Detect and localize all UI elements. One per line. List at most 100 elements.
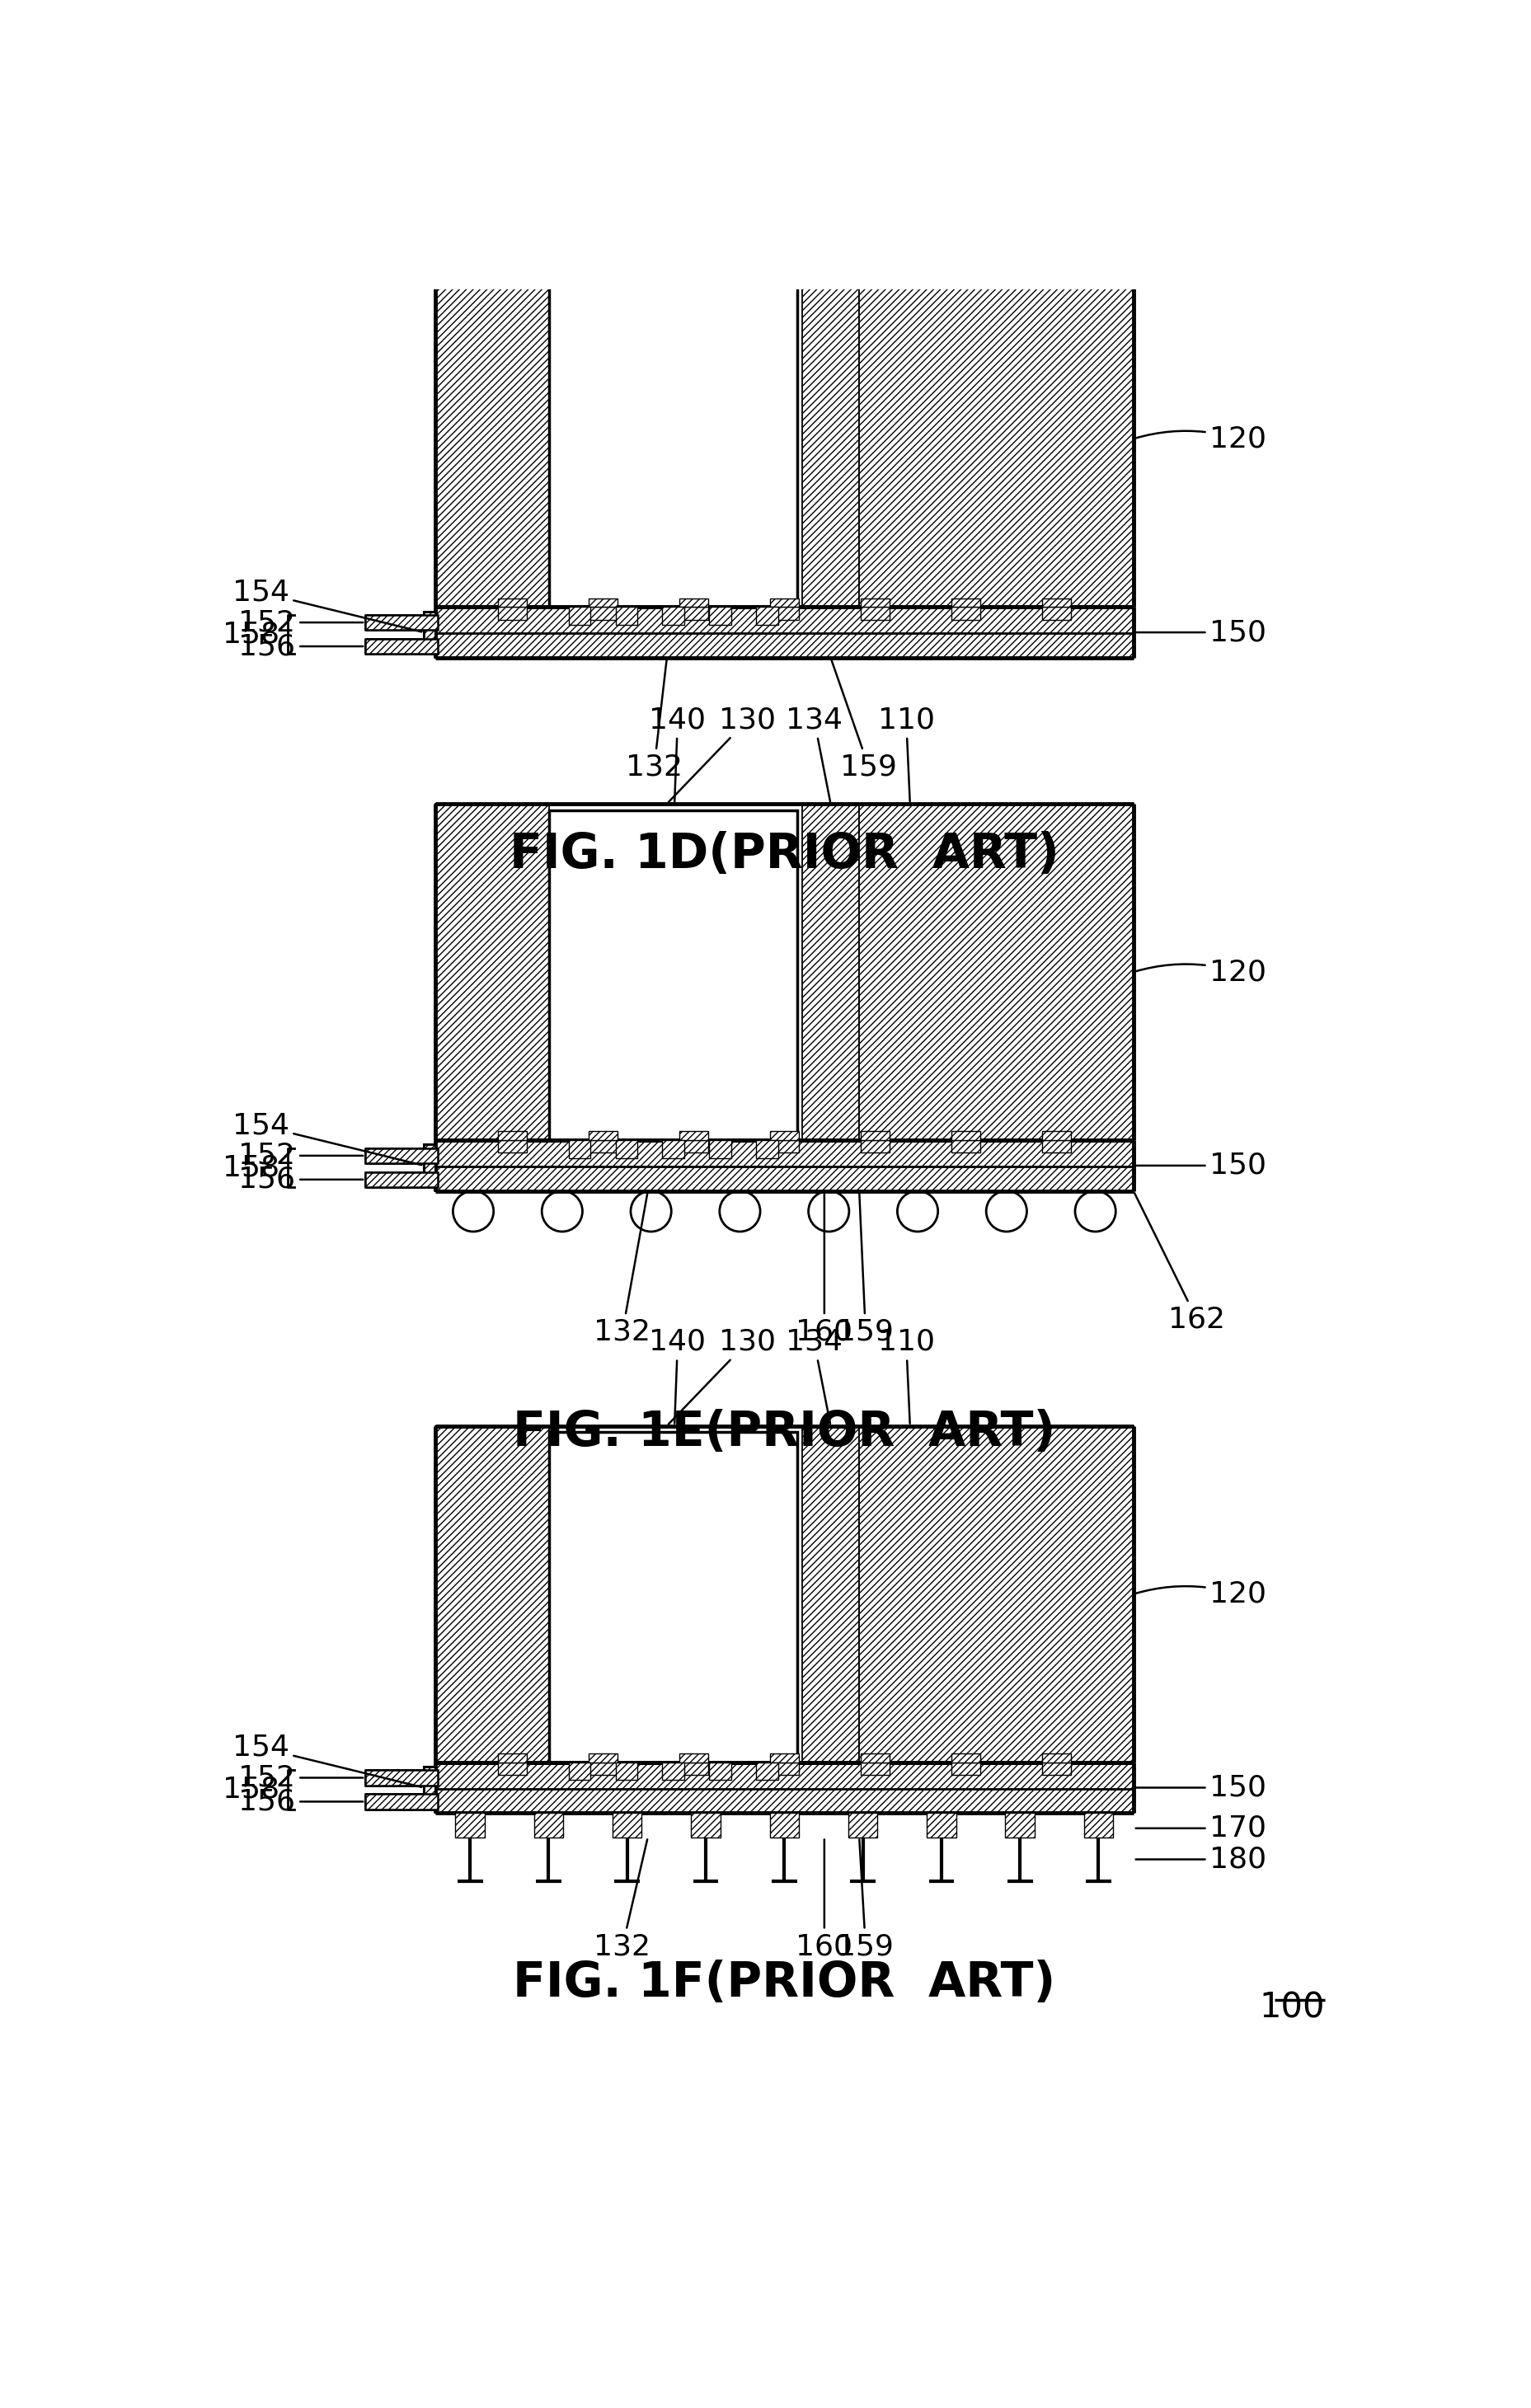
Bar (951, 1763, 980, 1775)
Text: 154: 154 (233, 1734, 421, 1787)
Bar (770, 597, 799, 607)
Bar (680, 607, 709, 619)
Text: 154: 154 (233, 1112, 421, 1165)
Text: 152: 152 (239, 1763, 363, 1792)
Bar (859, 804, 1133, 1139)
Bar (1041, 1763, 1072, 1775)
Bar (366, 1149, 438, 1163)
Bar (859, 270, 1133, 607)
Bar (1006, 1813, 1035, 1837)
Text: 120: 120 (1136, 958, 1266, 985)
Text: 132: 132 (594, 1194, 651, 1346)
Bar (770, 1753, 799, 1763)
Bar (860, 1753, 890, 1763)
Bar (663, 1139, 684, 1158)
Bar (424, 612, 435, 653)
Bar (615, 607, 637, 624)
Bar (1041, 597, 1072, 607)
Bar (663, 607, 684, 624)
Bar (951, 607, 980, 619)
Bar (663, 1763, 684, 1780)
Bar (550, 277, 798, 607)
Text: 140: 140 (649, 706, 706, 802)
Bar (615, 1139, 637, 1158)
Bar (1041, 1753, 1072, 1763)
Bar (951, 1753, 980, 1763)
Text: 132: 132 (594, 1840, 651, 1960)
Text: 150: 150 (1136, 1775, 1266, 1801)
Bar (860, 1763, 890, 1775)
Bar (498, 1763, 527, 1775)
Text: 110: 110 (877, 1327, 934, 1423)
Text: FIG. 1F(PRIOR  ART): FIG. 1F(PRIOR ART) (513, 1960, 1056, 2006)
Text: 134: 134 (785, 706, 842, 802)
Text: 162: 162 (1134, 1192, 1225, 1334)
Text: 160: 160 (796, 1840, 853, 1960)
Bar (534, 1813, 563, 1837)
Bar (1041, 1139, 1072, 1153)
Text: 156: 156 (239, 1787, 363, 1816)
Bar (770, 1763, 799, 1775)
Bar (424, 1767, 435, 1808)
Bar (802, 1426, 859, 1763)
Bar (690, 1813, 721, 1837)
Bar (366, 638, 438, 655)
Bar (802, 804, 859, 1139)
Text: 158: 158 (222, 621, 280, 648)
Text: 150: 150 (1136, 1151, 1266, 1180)
Bar (366, 1770, 438, 1784)
Bar (860, 1132, 890, 1139)
Text: 160: 160 (796, 1194, 853, 1346)
Bar (859, 1426, 1133, 1763)
Text: 158: 158 (222, 1153, 280, 1182)
Bar (588, 1753, 617, 1763)
Bar (588, 607, 617, 619)
Bar (680, 1132, 709, 1139)
Text: 120: 120 (1136, 424, 1266, 453)
Text: 140: 140 (649, 1327, 706, 1423)
Text: 150: 150 (1136, 619, 1266, 645)
Bar (709, 607, 730, 624)
Bar (770, 1139, 799, 1153)
Bar (498, 1132, 527, 1139)
Bar (612, 1813, 641, 1837)
Bar (802, 270, 859, 607)
Text: 152: 152 (239, 609, 363, 636)
Bar (588, 1139, 617, 1153)
Bar (709, 1763, 730, 1780)
Bar (435, 1426, 550, 1763)
Text: 159: 159 (831, 660, 897, 780)
Bar (951, 1139, 980, 1153)
Bar (456, 1813, 485, 1837)
Bar (756, 1763, 778, 1780)
Bar (568, 1763, 589, 1780)
Text: 156: 156 (239, 1165, 363, 1194)
Bar (680, 1753, 709, 1763)
Text: 180: 180 (1136, 1845, 1266, 1873)
Bar (498, 597, 527, 607)
Bar (1041, 1132, 1072, 1139)
Text: 132: 132 (626, 660, 683, 780)
Bar (860, 1139, 890, 1153)
Bar (709, 1139, 730, 1158)
Text: 170: 170 (1136, 1813, 1266, 1842)
Bar (1084, 1813, 1113, 1837)
Text: 159: 159 (837, 1840, 894, 1960)
Bar (770, 607, 799, 619)
Text: 156: 156 (239, 633, 363, 660)
Bar (550, 1433, 798, 1763)
Text: 100: 100 (1260, 1991, 1326, 2025)
Bar (770, 1813, 799, 1837)
Bar (435, 1763, 1133, 1813)
Bar (435, 607, 1133, 657)
Text: 130: 130 (669, 706, 776, 802)
Bar (860, 597, 890, 607)
Bar (848, 1813, 877, 1837)
Text: 152: 152 (239, 1141, 363, 1170)
Text: 134: 134 (785, 1327, 842, 1423)
Text: FIG. 1E(PRIOR  ART): FIG. 1E(PRIOR ART) (513, 1409, 1056, 1457)
Bar (926, 1813, 955, 1837)
Bar (680, 597, 709, 607)
Bar (615, 1763, 637, 1780)
Bar (756, 607, 778, 624)
